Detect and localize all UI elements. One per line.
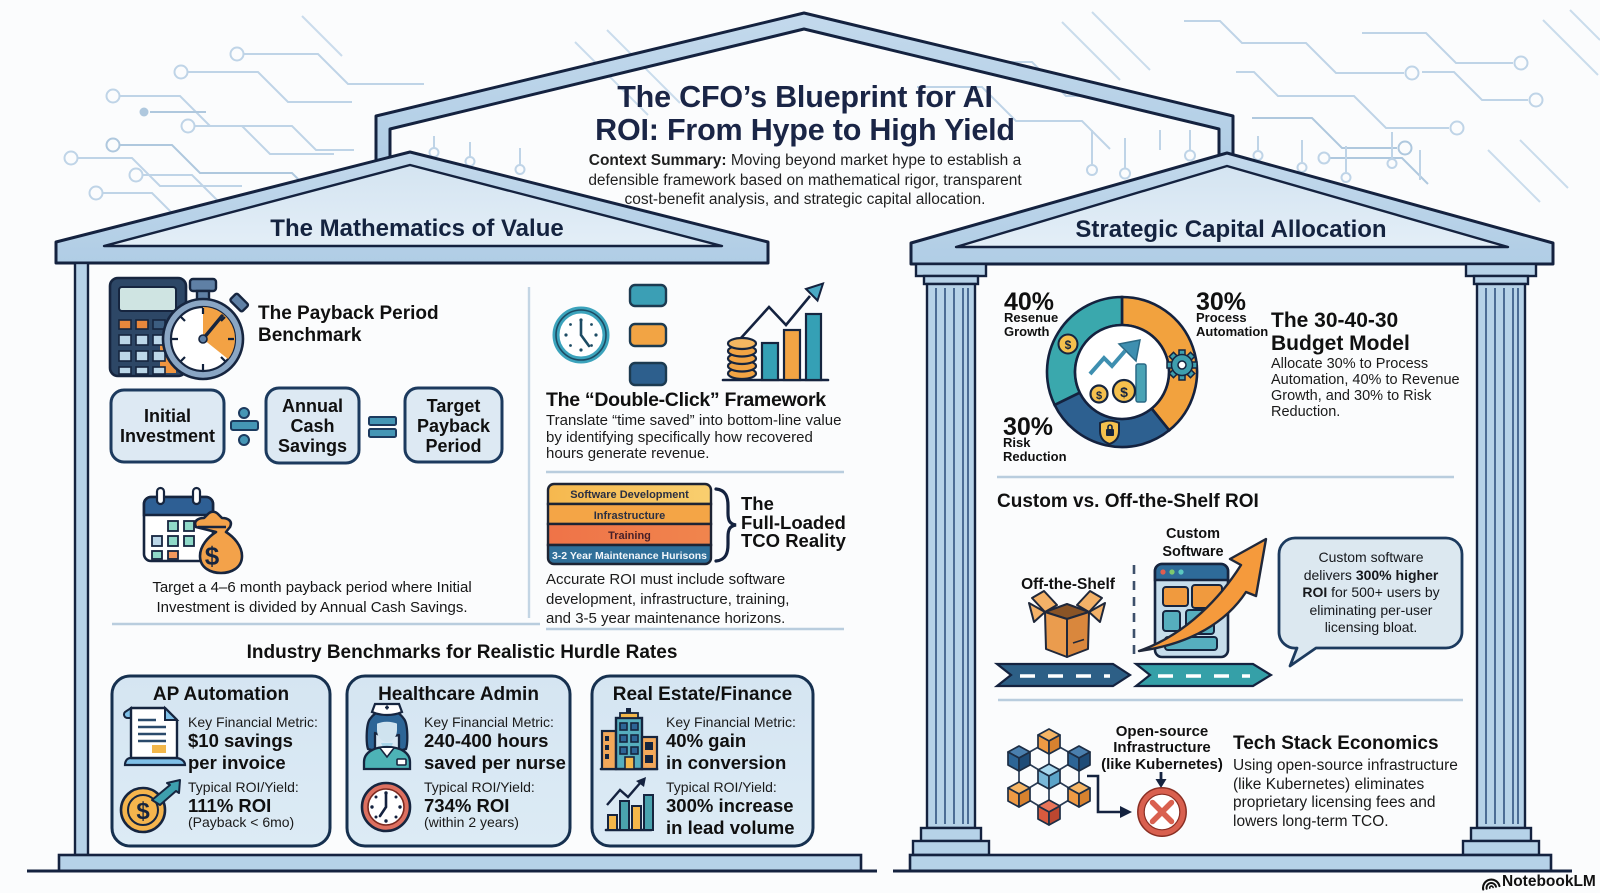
svg-text:$: $	[1120, 384, 1128, 400]
svg-text:$: $	[205, 541, 220, 571]
svg-text:$: $	[136, 798, 150, 825]
svg-text:$: $	[1096, 390, 1102, 402]
svg-text:$: $	[1065, 338, 1072, 352]
